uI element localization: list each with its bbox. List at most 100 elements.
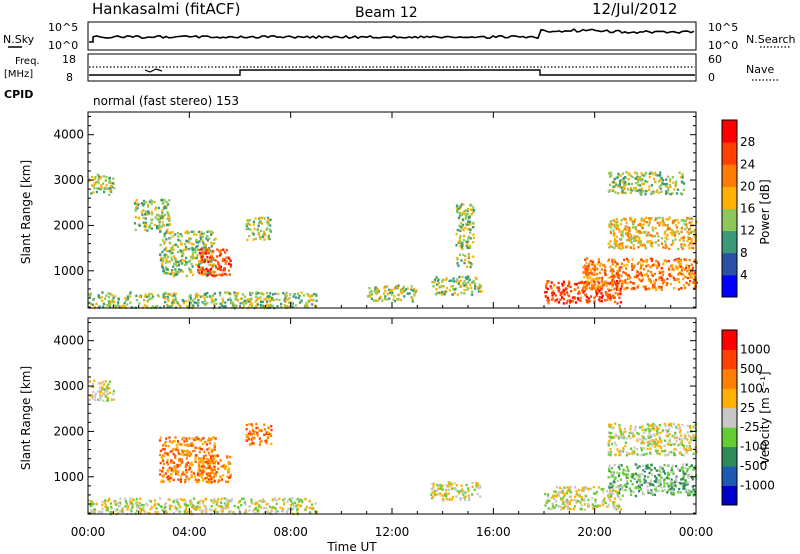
data-cell <box>244 508 247 511</box>
data-cell <box>247 222 250 226</box>
data-cell <box>108 304 111 308</box>
data-cell <box>225 256 228 259</box>
data-cell <box>384 297 387 301</box>
data-cell <box>148 292 151 295</box>
data-cell <box>463 235 466 238</box>
data-cell <box>655 478 658 481</box>
data-cell <box>474 284 477 288</box>
data-cell <box>211 450 214 453</box>
data-cell <box>558 486 561 490</box>
data-cell <box>667 488 670 492</box>
data-cell <box>450 483 453 486</box>
data-cell <box>589 276 592 279</box>
data-cell <box>197 248 200 251</box>
data-cell <box>576 297 579 300</box>
colorbar-swatch <box>722 466 737 486</box>
data-cell <box>293 501 297 505</box>
data-cell <box>629 233 632 236</box>
data-cell <box>200 469 203 472</box>
data-cell <box>657 235 660 238</box>
data-cell <box>92 390 95 394</box>
data-cell <box>168 199 171 202</box>
data-cell <box>177 478 180 481</box>
data-cell <box>93 177 97 180</box>
data-cell <box>460 497 463 500</box>
data-cell <box>664 185 668 188</box>
data-cell <box>186 461 190 464</box>
data-cell <box>104 297 107 300</box>
data-cell <box>187 478 191 481</box>
data-cell <box>677 423 680 426</box>
data-cell <box>251 441 254 445</box>
data-cell <box>257 297 260 300</box>
data-cell <box>550 291 554 295</box>
data-cell <box>679 441 682 445</box>
data-cell <box>166 260 169 263</box>
data-cell <box>467 487 470 490</box>
data-cell <box>461 227 464 230</box>
data-cell <box>612 229 615 232</box>
data-cell <box>207 260 210 264</box>
data-cell <box>190 499 193 502</box>
data-cell <box>205 480 208 483</box>
data-cell <box>620 266 623 269</box>
data-cell <box>438 286 441 289</box>
data-cell <box>553 292 556 295</box>
data-cell <box>621 244 624 247</box>
data-cell <box>670 450 673 454</box>
data-cell <box>204 272 207 276</box>
data-cell <box>166 217 169 221</box>
data-cell <box>450 487 454 490</box>
data-cell <box>605 284 608 287</box>
data-cell <box>178 442 181 445</box>
data-cell <box>675 478 678 482</box>
data-cell <box>255 500 258 504</box>
data-cell <box>128 292 131 295</box>
data-cell <box>579 281 582 285</box>
data-cell <box>668 268 671 271</box>
data-cell <box>205 237 208 240</box>
data-cell <box>585 273 588 277</box>
data-cell <box>254 430 257 433</box>
data-cell <box>678 280 681 284</box>
data-cell <box>163 503 167 506</box>
data-cell <box>172 440 175 443</box>
data-cell <box>388 297 391 300</box>
data-cell <box>145 502 148 505</box>
data-cell <box>93 305 96 309</box>
data-cell <box>629 191 632 195</box>
data-cell <box>693 492 696 495</box>
data-cell <box>313 304 316 308</box>
data-cell <box>688 441 691 444</box>
data-cell <box>642 243 645 246</box>
data-cell <box>592 263 596 266</box>
power-y-label: Slant Range [km] <box>19 160 33 264</box>
data-cell <box>240 504 243 507</box>
data-cell <box>171 270 174 273</box>
data-cell <box>639 480 642 483</box>
data-cell <box>213 448 216 451</box>
data-cell <box>98 398 101 402</box>
data-cell <box>618 453 621 457</box>
data-cell <box>608 225 611 228</box>
data-cell <box>108 181 111 184</box>
data-cell <box>170 505 173 508</box>
data-cell <box>613 232 616 235</box>
data-cell <box>661 217 664 220</box>
data-cell <box>609 265 612 269</box>
data-cell <box>582 284 585 287</box>
data-cell <box>178 268 181 271</box>
data-cell <box>176 245 179 248</box>
data-cell <box>607 476 610 479</box>
data-cell <box>218 268 221 271</box>
data-cell <box>668 473 671 476</box>
data-cell <box>466 223 469 226</box>
data-cell <box>663 183 667 186</box>
data-cell <box>208 463 211 467</box>
data-cell <box>106 509 109 512</box>
data-cell <box>470 286 473 290</box>
data-cell <box>255 295 258 298</box>
data-cell <box>290 508 293 511</box>
data-cell <box>592 485 595 489</box>
data-cell <box>143 509 146 513</box>
